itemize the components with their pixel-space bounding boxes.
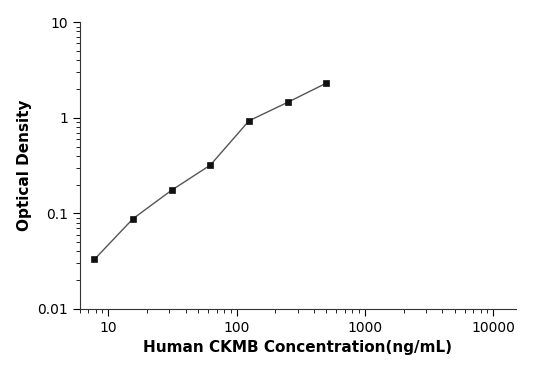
X-axis label: Human CKMB Concentration(ng/mL): Human CKMB Concentration(ng/mL) — [143, 340, 453, 355]
Y-axis label: Optical Density: Optical Density — [17, 100, 31, 231]
